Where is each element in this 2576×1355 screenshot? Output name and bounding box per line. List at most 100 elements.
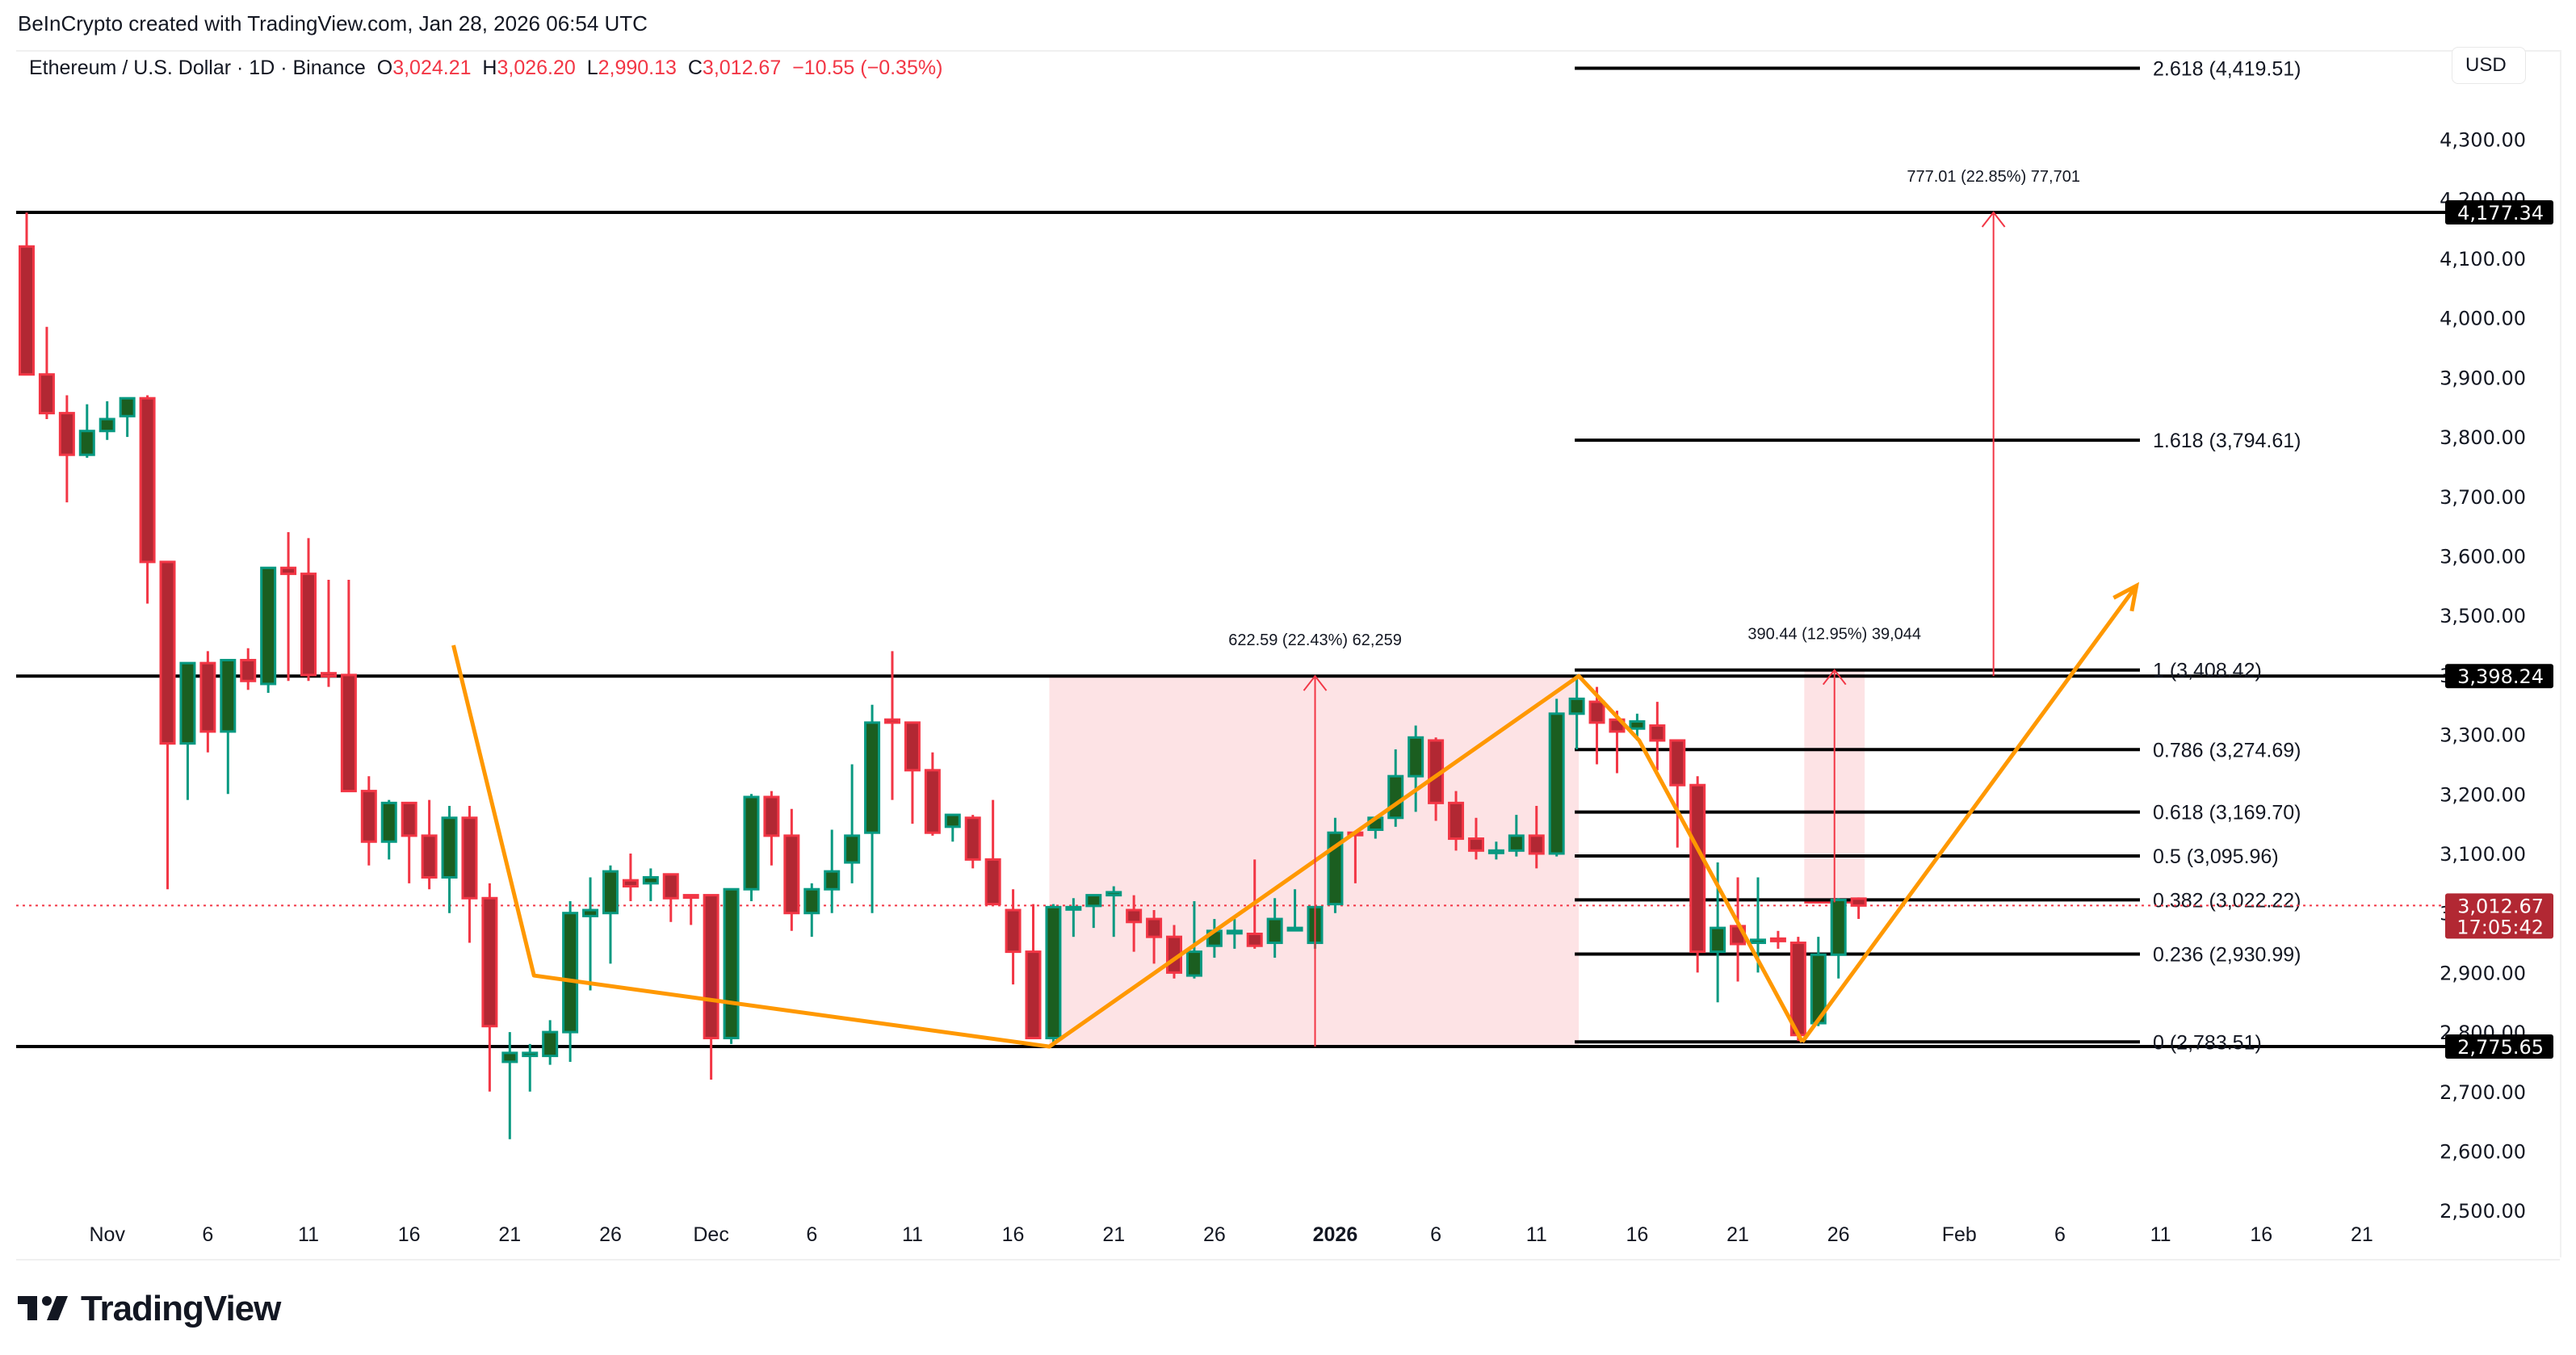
- measurement-label: 622.59 (22.43%) 62,259: [1228, 631, 1402, 649]
- candle-body: [119, 396, 136, 417]
- candle-body: [642, 875, 659, 885]
- candle-body: [1689, 783, 1706, 954]
- change-value: −10.55 (−0.35%): [792, 57, 943, 79]
- candle-body: [1487, 849, 1504, 854]
- candle-up: [1105, 886, 1122, 938]
- candle-up: [1830, 898, 1847, 979]
- candle-down: [340, 579, 357, 793]
- candle-down: [682, 894, 699, 925]
- high-label: H: [482, 57, 497, 79]
- price-tag-value: 4,177.34: [2457, 202, 2544, 224]
- candle-body: [662, 873, 679, 900]
- candle-body: [260, 566, 277, 686]
- price-tag: 2,775.65: [2445, 1034, 2553, 1059]
- tradingview-logo-text: TradingView: [81, 1289, 281, 1328]
- candle-body: [1065, 905, 1082, 911]
- candle-body: [1629, 719, 1646, 730]
- tradingview-logo[interactable]: TradingView: [18, 1289, 281, 1329]
- candle-up: [522, 1043, 539, 1092]
- candle-body: [1850, 897, 1867, 907]
- candle-down: [1789, 937, 1806, 1042]
- candle-down: [320, 579, 337, 687]
- candle-down: [240, 648, 257, 690]
- fib-level-label: 2.618 (4,419.51): [2153, 58, 2301, 81]
- candle-body: [159, 560, 176, 745]
- price-tag-bg: [2445, 664, 2553, 689]
- price-tick-label: 4,300.00: [2440, 129, 2526, 152]
- high-value: 3,026.20: [497, 57, 576, 79]
- candle-down: [1769, 930, 1786, 949]
- price-tick-label: 4,000.00: [2440, 308, 2526, 330]
- candle-up: [864, 704, 881, 913]
- candle-body: [1005, 908, 1022, 954]
- candle-body: [240, 658, 257, 682]
- candle-body: [360, 790, 377, 843]
- date-tick-label: Nov: [89, 1223, 125, 1246]
- candle-body: [602, 870, 619, 915]
- fib-level-label: 0.382 (3,022.22): [2153, 889, 2301, 912]
- date-tick-label: 21: [2351, 1223, 2373, 1246]
- candle-body: [924, 769, 941, 834]
- candle-body: [220, 658, 237, 733]
- candle-body: [1669, 739, 1686, 787]
- candle-up: [179, 661, 196, 800]
- candle-down: [1126, 895, 1143, 952]
- price-tick-label: 3,200.00: [2440, 783, 2526, 806]
- candle-body: [1448, 801, 1465, 841]
- candle-up: [1408, 725, 1424, 812]
- candle-body: [461, 816, 478, 900]
- price-tick-label: 2,700.00: [2440, 1081, 2526, 1104]
- arrow-head-icon: [2112, 581, 2140, 612]
- candle-up: [1286, 889, 1303, 932]
- orange-projection-lines[interactable]: [451, 581, 2140, 1049]
- candle-body: [783, 834, 800, 915]
- price-tick-label: 2,600.00: [2440, 1140, 2526, 1163]
- date-tick-label: 6: [1430, 1223, 1441, 1246]
- low-value: 2,990.13: [598, 57, 677, 79]
- price-tick-label: 4,100.00: [2440, 248, 2526, 271]
- candle-body: [883, 718, 900, 724]
- candle-down: [139, 395, 156, 604]
- candle-body: [1830, 898, 1847, 956]
- candle-body: [522, 1051, 539, 1058]
- date-tick-label: 2026: [1313, 1223, 1358, 1246]
- candle-body: [1266, 917, 1283, 945]
- price-tick-label: 3,300.00: [2440, 724, 2526, 747]
- candle-down: [159, 560, 176, 890]
- candle-down: [622, 853, 639, 901]
- date-tick-label: 6: [2054, 1223, 2066, 1246]
- candle-up: [743, 794, 760, 901]
- close-label: C: [687, 57, 703, 79]
- candle-body: [501, 1051, 518, 1063]
- currency-button[interactable]: USD: [2452, 47, 2526, 84]
- horizontal-lines[interactable]: [16, 211, 2455, 1049]
- date-tick-label: 26: [599, 1223, 622, 1246]
- candle-body: [1185, 950, 1202, 977]
- candle-up: [1185, 900, 1202, 979]
- candle-body: [1548, 712, 1565, 855]
- price-tick-label: 2,500.00: [2440, 1200, 2526, 1223]
- candle-up: [723, 887, 740, 1044]
- price-tick-label: 3,900.00: [2440, 367, 2526, 389]
- candle-up: [582, 877, 599, 991]
- candle-up: [220, 658, 237, 795]
- projection-arrow-line: [1800, 584, 2138, 1043]
- fib-retracement[interactable]: 2.618 (4,419.51) 1.618 (3,794.61) 1 (3,408…: [1575, 58, 2301, 1055]
- candle-body: [844, 834, 861, 864]
- candle-body: [380, 801, 397, 843]
- measurement-arrows: 622.59 (22.43%) 62,259 390.44 (12.95%) 39…: [1228, 168, 2080, 1047]
- candle-down: [199, 651, 216, 753]
- candle-body: [441, 816, 458, 879]
- date-tick-label: 26: [1827, 1223, 1850, 1246]
- date-tick-label: 16: [1002, 1223, 1025, 1246]
- chart-frame: [16, 50, 2560, 1261]
- symbol-title: Ethereum / U.S. Dollar · 1D · Binance: [29, 57, 366, 79]
- candle-body: [944, 813, 961, 829]
- candle-body: [78, 430, 95, 456]
- candle-body: [562, 912, 579, 1034]
- candle-body: [743, 795, 760, 891]
- date-tick-label: Feb: [1942, 1223, 1977, 1246]
